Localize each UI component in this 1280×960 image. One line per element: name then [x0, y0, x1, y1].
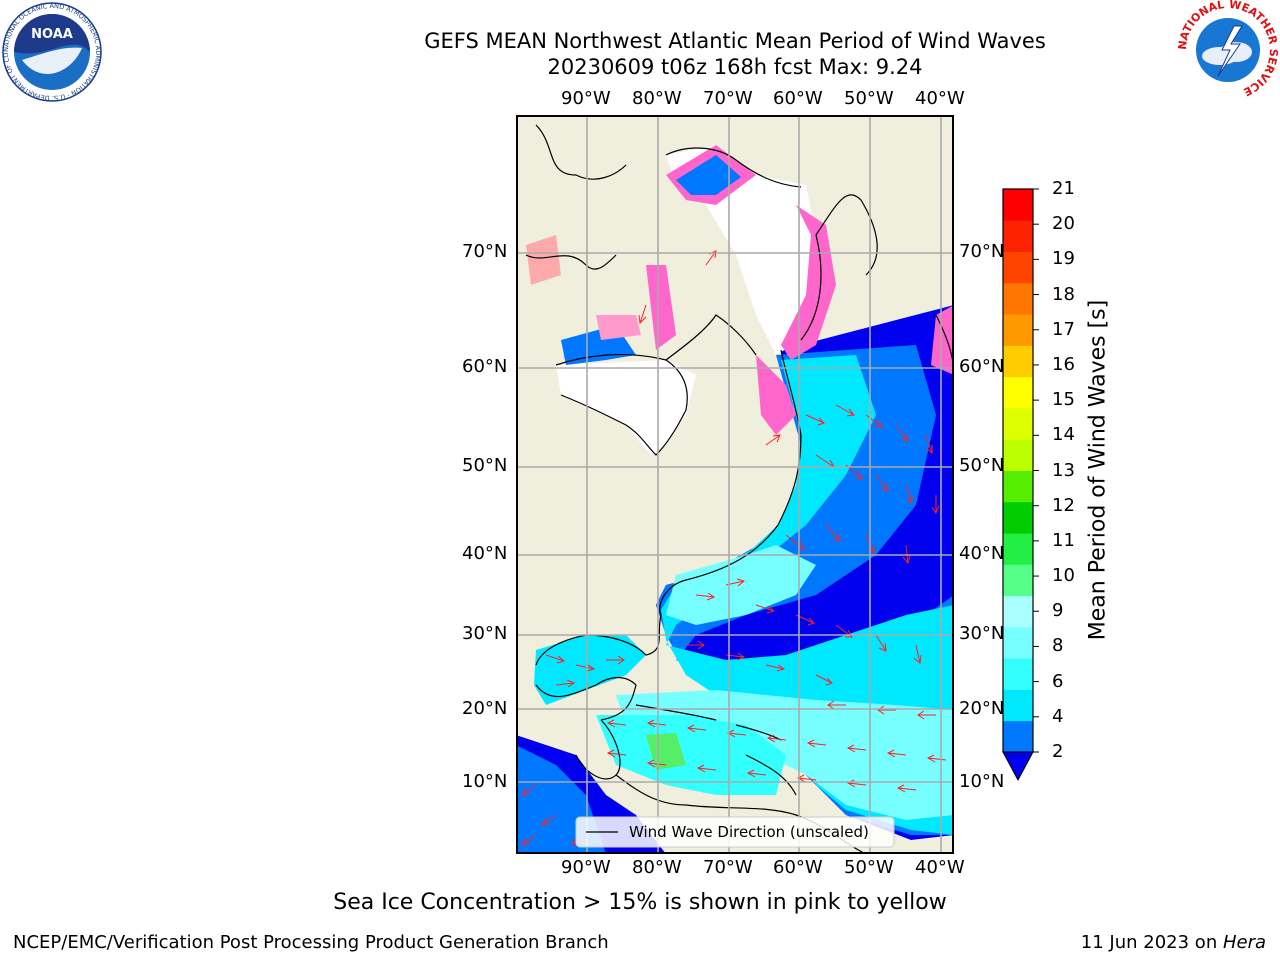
caribbean-sea	[596, 715, 786, 795]
lat-label-left-40n: 40°N	[462, 543, 508, 564]
lat-label-left-70n: 70°N	[462, 241, 508, 262]
colorbar-tick-label: 8	[1052, 635, 1064, 657]
colorbar-segment	[1003, 501, 1033, 534]
colorbar-segment	[1003, 564, 1033, 597]
wind-wave-arrows	[520, 250, 947, 846]
colorbar-segment	[1003, 407, 1033, 440]
nws-logo: NATIONAL WEATHER SERVICE	[1178, 0, 1278, 99]
colorbar-segment	[1003, 220, 1033, 253]
sea-ice-greenland-west	[781, 205, 836, 360]
colorbar-tick-label: 10	[1052, 565, 1075, 587]
colorbar-segment	[1003, 282, 1033, 315]
footer-timestamp: 11 Jun 2023 on Hera	[1081, 932, 1266, 953]
colorbar	[1002, 188, 1039, 782]
colorbar-tick-label: 2	[1052, 741, 1064, 762]
map-frame	[516, 115, 954, 854]
page-title: GEFS MEAN Northwest Atlantic Mean Period…	[424, 29, 1046, 53]
legend-label: Wind Wave Direction (unscaled)	[629, 823, 869, 841]
lat-label-left-30n: 30°N	[462, 623, 508, 644]
sea-ice-caption: Sea Ice Concentration > 15% is shown in …	[333, 890, 947, 915]
colorbar-tick-label: 18	[1052, 283, 1075, 305]
footer-host: Hera	[1222, 932, 1266, 953]
lat-label-left-20n: 20°N	[462, 698, 508, 719]
colorbar-segment	[1003, 533, 1033, 565]
lon-label-bottom-70w: 70°W	[703, 857, 753, 878]
colorbar-segment	[1003, 439, 1033, 471]
colorbar-tick-label: 9	[1052, 600, 1064, 622]
colorbar-tick-label: 19	[1052, 248, 1075, 270]
footer-credit: NCEP/EMC/Verification Post Processing Pr…	[13, 932, 609, 953]
colorbar-segment	[1003, 251, 1033, 284]
lon-label-bottom-90w: 90°W	[561, 857, 611, 878]
noaa-logo: NATIONAL OCEANIC AND ATMOSPHERIC ADMINIS…	[2, 2, 102, 102]
lat-label-left-50n: 50°N	[462, 455, 508, 476]
sea-ice-arctic-west	[526, 235, 561, 285]
colorbar-segment	[1003, 658, 1033, 690]
lat-label-right-10n: 10°N	[959, 771, 1005, 792]
lon-label-top-50w: 50°W	[844, 88, 894, 109]
colorbar-tick-label: 12	[1052, 494, 1075, 516]
lat-label-left-60n: 60°N	[462, 356, 508, 377]
lat-label-right-20n: 20°N	[959, 698, 1005, 719]
caribbean-longer-period	[646, 733, 686, 770]
graticule	[516, 115, 954, 854]
map-legend: Wind Wave Direction (unscaled)	[575, 816, 895, 848]
colorbar-tick-label: 4	[1052, 705, 1064, 727]
lon-label-top-80w: 80°W	[632, 88, 682, 109]
colorbar-tick-label: 14	[1052, 424, 1075, 446]
baffin-waves	[676, 155, 741, 195]
lon-label-top-70w: 70°W	[703, 88, 753, 109]
colorbar-tick-label: 6	[1052, 670, 1064, 692]
colorbar-segment	[1003, 470, 1033, 503]
colorbar-tick-label: 21	[1052, 178, 1075, 199]
svg-text:NOAA: NOAA	[31, 27, 73, 42]
lat-label-right-70n: 70°N	[959, 241, 1005, 262]
colorbar-under-triangle	[1002, 751, 1034, 782]
lon-label-top-60w: 60°W	[773, 88, 823, 109]
page-subtitle: 20230609 t06z 168h fcst Max: 9.24	[547, 55, 923, 79]
colorbar-tick-label: 13	[1052, 459, 1075, 481]
colorbar-segment	[1003, 314, 1033, 346]
colorbar-tick-label: 16	[1052, 353, 1075, 375]
lon-label-bottom-50w: 50°W	[844, 857, 894, 878]
lat-label-right-60n: 60°N	[959, 356, 1005, 377]
ocean-band-6-8-north	[666, 545, 816, 625]
colorbar-label: Mean Period of Wind Waves [s]	[1085, 299, 1111, 641]
colorbar-segment	[1003, 626, 1033, 659]
colorbar-segment	[1003, 595, 1033, 628]
sea-ice-labrador	[756, 355, 796, 435]
colorbar-tick-label: 15	[1052, 389, 1075, 411]
hudson-bay	[556, 360, 696, 455]
lon-label-bottom-40w: 40°W	[915, 857, 965, 878]
lon-label-bottom-60w: 60°W	[773, 857, 823, 878]
sea-ice-foxe	[646, 265, 676, 350]
colorbar-ticks	[1033, 188, 1039, 753]
lon-label-bottom-80w: 80°W	[632, 857, 682, 878]
colorbar-segment	[1003, 189, 1033, 221]
colorbar-segment	[1003, 689, 1033, 722]
lon-label-top-40w: 40°W	[915, 88, 965, 109]
sea-ice-hudson-north	[596, 315, 641, 340]
colorbar-tick-label: 11	[1052, 529, 1075, 551]
lat-label-right-40n: 40°N	[959, 543, 1005, 564]
sea-ice-greenland-east	[931, 305, 954, 375]
lat-label-right-30n: 30°N	[959, 623, 1005, 644]
lon-label-top-90w: 90°W	[561, 88, 611, 109]
wave-period-map: Wind Wave Direction (unscaled)	[516, 115, 954, 854]
colorbar-segments	[1003, 189, 1033, 753]
colorbar-tick-label: 20	[1052, 213, 1075, 235]
lat-label-left-10n: 10°N	[462, 771, 508, 792]
lat-label-right-50n: 50°N	[959, 455, 1005, 476]
colorbar-segment	[1003, 376, 1033, 409]
colorbar-segment	[1003, 720, 1033, 753]
footer-date: 11 Jun 2023 on	[1080, 932, 1223, 953]
colorbar-tick-label: 17	[1052, 318, 1075, 340]
colorbar-segment	[1003, 345, 1033, 378]
